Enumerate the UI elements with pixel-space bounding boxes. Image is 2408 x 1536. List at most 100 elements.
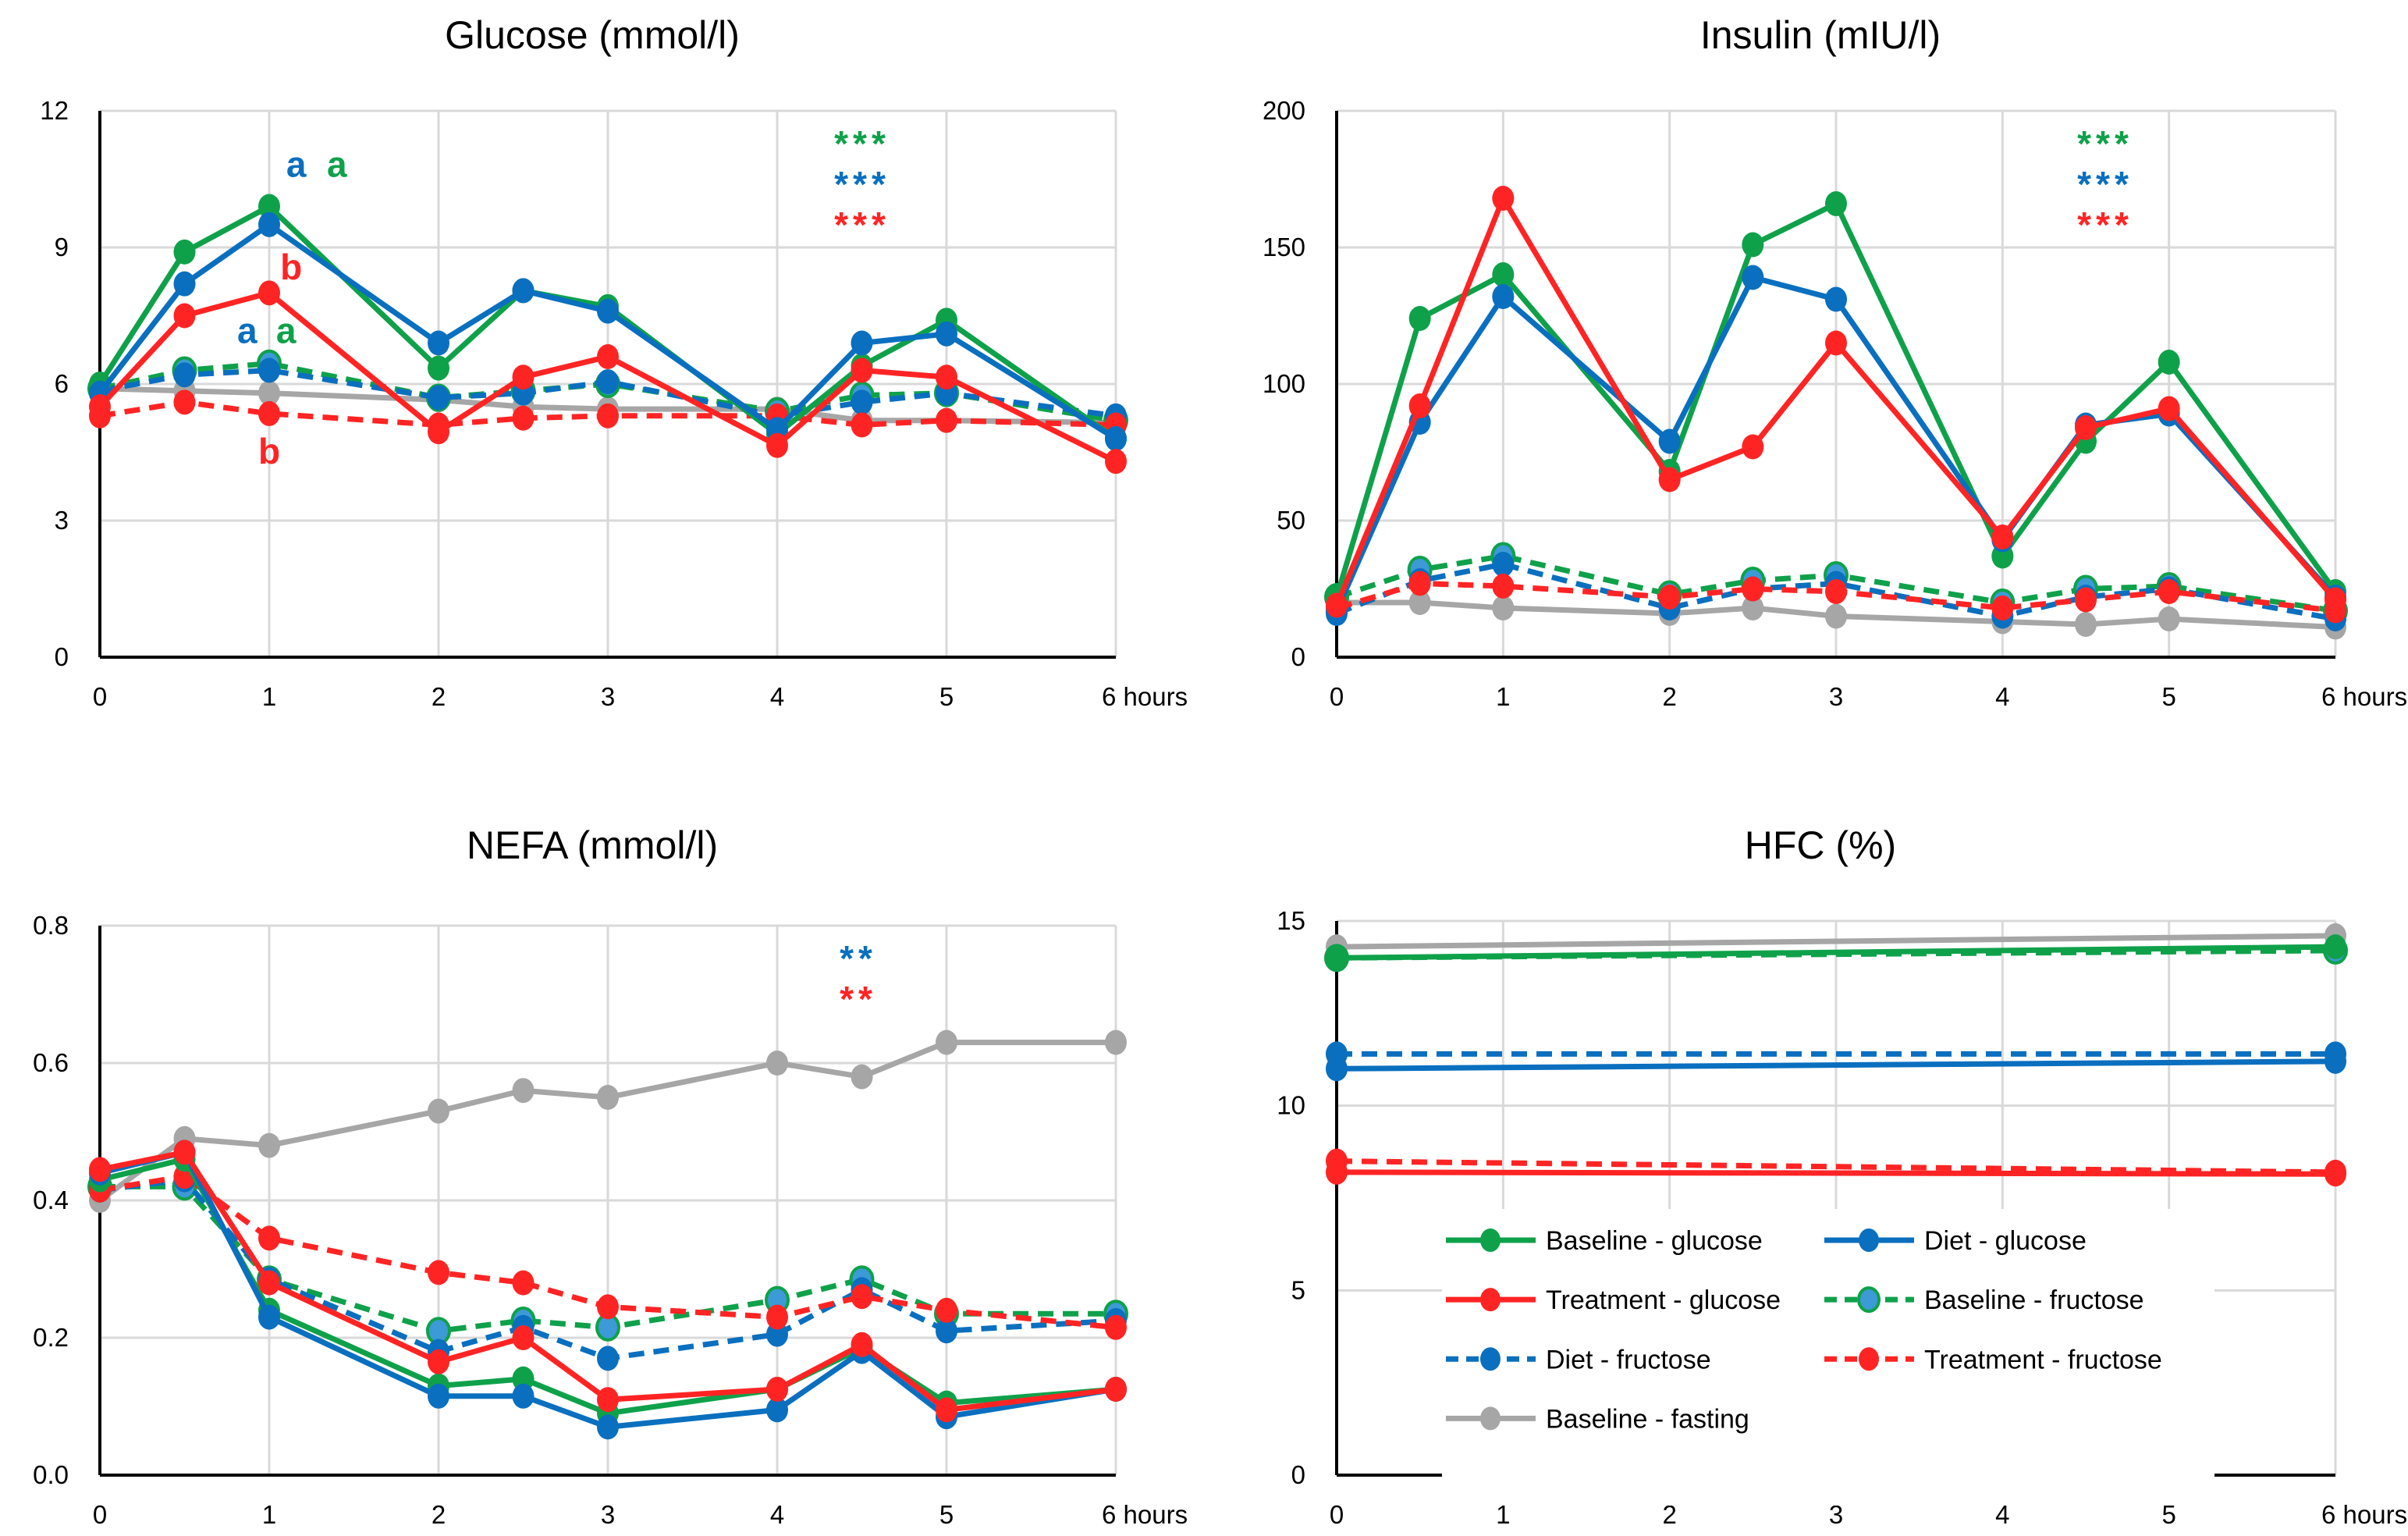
data-point: [512, 278, 535, 304]
data-point: [1326, 592, 1348, 618]
y-tick-label: 0.2: [33, 1323, 69, 1352]
chart-title: Insulin (mIU/l): [1700, 13, 1941, 57]
legend-label: Baseline - glucose: [1546, 1226, 1763, 1256]
series-line: [1335, 561, 2336, 622]
data-point: [766, 432, 788, 458]
data-point: [597, 298, 619, 324]
data-point: [428, 355, 449, 381]
data-point: [512, 1078, 535, 1104]
data-point: [851, 412, 873, 438]
x-tick-label: 5: [939, 682, 954, 711]
x-tick-label: 3: [601, 1500, 615, 1529]
legend-item-tg: Treatment - glucose: [1446, 1285, 1781, 1315]
data-point: [936, 1318, 957, 1344]
data-point: [2325, 587, 2346, 613]
x-tick-label: 1: [1496, 1500, 1510, 1529]
x-tick-label: 6 hours: [2321, 1500, 2407, 1529]
data-point: [428, 330, 449, 356]
series-tg: [89, 1140, 1127, 1423]
series-line: [1336, 581, 2336, 613]
y-tick-label: 0: [55, 642, 69, 671]
data-point: [936, 1297, 957, 1323]
x-tick-label: 6 hours: [1102, 682, 1188, 711]
series-line: [99, 1173, 1117, 1331]
data-point: [1326, 945, 1348, 971]
legend-label: Diet - glucose: [1924, 1226, 2087, 1256]
data-point: [258, 357, 280, 383]
y-tick-label: 12: [40, 96, 69, 125]
data-point: [851, 1064, 873, 1090]
data-point: [258, 194, 280, 219]
data-point: [1408, 393, 1431, 418]
data-point: [1742, 232, 1764, 258]
y-tick-label: 10: [1277, 1091, 1305, 1120]
data-point: [258, 1132, 280, 1158]
legend: Baseline - glucose Diet - glucose Treatmen…: [1442, 1209, 2214, 1506]
x-tick-label: 2: [1662, 1500, 1676, 1529]
x-tick-label: 0: [93, 682, 107, 711]
series-tg: [1326, 1159, 2346, 1187]
data-point: [1492, 262, 1515, 287]
data-point: [597, 403, 619, 428]
data-point: [766, 1397, 788, 1423]
data-point: [936, 407, 957, 433]
y-tick-label: 15: [1277, 906, 1305, 935]
data-point: [597, 1085, 619, 1110]
data-point: [512, 364, 535, 390]
data-point: [597, 1414, 619, 1440]
data-point: [258, 280, 280, 306]
x-tick-label: 4: [770, 682, 784, 711]
legend-marker: [1480, 1406, 1501, 1431]
data-point: [512, 1325, 535, 1350]
series-tg: [1326, 186, 2346, 618]
y-tick-label: 9: [55, 233, 69, 261]
series-tg: [89, 280, 1127, 475]
x-tick-label: 2: [1662, 682, 1676, 711]
annotation-letter: a: [286, 144, 307, 185]
data-point: [597, 1346, 619, 1371]
y-tick-label: 3: [55, 506, 69, 535]
x-tick-label: 3: [1829, 1500, 1843, 1529]
series-line: [1336, 1169, 2336, 1177]
data-point: [851, 330, 873, 356]
chart-glucose: Glucose (mmol/l) 0 3 6 9 12 0 1 2 3 4 5 6 hours *** **…: [0, 0, 1204, 768]
significance-stars: ***: [2077, 123, 2133, 164]
data-point: [851, 357, 873, 383]
significance-stars: ***: [2077, 204, 2133, 245]
data-point: [766, 1321, 788, 1347]
legend-label: Treatment - fructose: [1924, 1345, 2162, 1374]
data-point: [851, 1332, 873, 1357]
data-point: [1105, 426, 1127, 451]
data-point: [936, 1029, 957, 1055]
data-point: [1492, 596, 1515, 620]
data-point: [1326, 1159, 1348, 1185]
data-point: [173, 303, 196, 329]
data-point: [258, 400, 280, 426]
data-point: [1105, 449, 1127, 475]
significance-stars: ***: [834, 204, 890, 245]
data-point: [1105, 1314, 1127, 1340]
data-point: [766, 1304, 788, 1330]
x-tick-label: 6 hours: [1102, 1500, 1188, 1529]
data-point: [1991, 524, 2014, 549]
annotation-letter: a: [276, 311, 297, 351]
data-point: [2158, 606, 2180, 631]
x-tick-label: 1: [1496, 682, 1510, 711]
data-point: [173, 1140, 196, 1165]
y-tick-label: 5: [1291, 1275, 1305, 1304]
y-tick-label: 0.6: [33, 1048, 69, 1077]
data-point: [1492, 574, 1515, 599]
data-point: [597, 1294, 619, 1320]
data-point: [1492, 552, 1515, 577]
data-point: [2158, 396, 2180, 421]
series-line: [99, 361, 1117, 424]
x-tick-label: 6 hours: [2321, 682, 2407, 711]
data-point: [2325, 934, 2346, 960]
data-point: [428, 385, 449, 411]
data-point: [428, 1260, 449, 1285]
legend-marker: [1480, 1347, 1501, 1371]
series-line: [99, 399, 1117, 428]
legend-item-dg: Diet - glucose: [1824, 1226, 2087, 1256]
data-point: [173, 362, 196, 388]
x-tick-label: 2: [432, 1500, 446, 1529]
